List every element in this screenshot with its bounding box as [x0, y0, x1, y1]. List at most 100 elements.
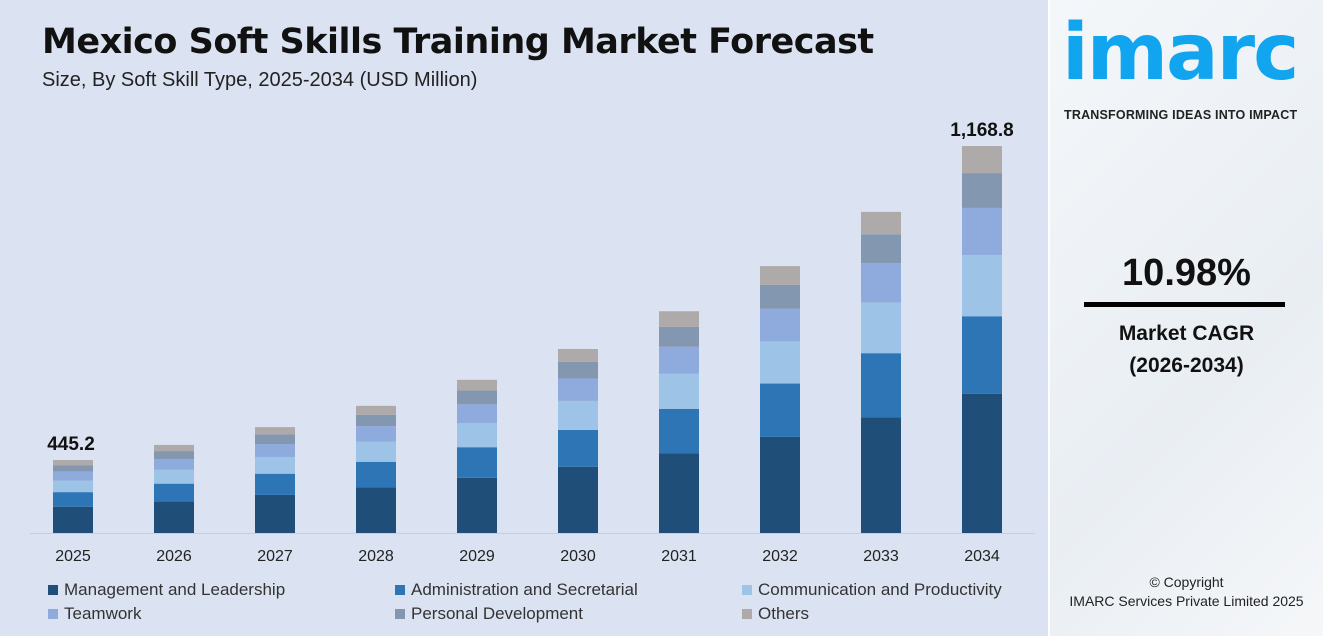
legend-label: Administration and Secretarial — [411, 580, 638, 599]
bar-segment-management-and-leadership-2030 — [558, 466, 598, 533]
bar-segment-administration-and-secretarial-2029 — [457, 447, 497, 478]
x-tick-label: 2025 — [55, 548, 91, 565]
legend-swatch — [48, 585, 58, 595]
bar-segment-administration-and-secretarial-2031 — [659, 408, 699, 454]
x-tick-label: 2029 — [459, 548, 495, 565]
legend-item: Teamwork — [48, 604, 395, 624]
bar-segment-communication-and-productivity-2028 — [356, 441, 396, 462]
bar-segment-teamwork-2032 — [760, 308, 800, 342]
bar-segment-communication-and-productivity-2026 — [154, 469, 194, 484]
bar-segment-communication-and-productivity-2033 — [861, 302, 901, 354]
bar-segment-administration-and-secretarial-2033 — [861, 353, 901, 418]
bar-segment-others-2032 — [760, 266, 800, 285]
x-tick-label: 2033 — [863, 548, 899, 565]
legend-swatch — [742, 609, 752, 619]
cagr-value: 10.98% — [1122, 252, 1251, 294]
bar-segment-teamwork-2034 — [962, 207, 1002, 256]
bar-segment-management-and-leadership-2033 — [861, 417, 901, 533]
chart-title: Mexico Soft Skills Training Market Forec… — [42, 22, 874, 62]
bar-segment-personal-development-2034 — [962, 173, 1002, 208]
cagr-period: (2026-2034) — [1129, 354, 1244, 377]
legend-item: Personal Development — [395, 604, 742, 624]
bar-segment-others-2025 — [53, 460, 93, 466]
total-label-2034: 1,168.8 — [950, 120, 1013, 141]
legend: Management and Leadership Administration … — [48, 580, 1048, 624]
legend-label: Others — [758, 604, 810, 623]
bar-segment-others-2026 — [154, 444, 194, 452]
bar-segment-others-2031 — [659, 311, 699, 327]
bar-segment-personal-development-2026 — [154, 451, 194, 460]
bar-segment-management-and-leadership-2031 — [659, 453, 699, 533]
bar-segment-personal-development-2028 — [356, 414, 396, 427]
bar-segment-teamwork-2028 — [356, 426, 396, 442]
bar-segment-management-and-leadership-2029 — [457, 477, 497, 533]
bar-segment-teamwork-2031 — [659, 346, 699, 374]
legend-label: Communication and Productivity — [758, 580, 1002, 599]
legend-item: Communication and Productivity — [742, 580, 1042, 600]
bar-segment-others-2034 — [962, 146, 1002, 174]
bar-segment-communication-and-productivity-2030 — [558, 400, 598, 430]
copyright: © Copyright — [1149, 574, 1224, 590]
bar-segment-administration-and-secretarial-2027 — [255, 473, 295, 495]
side-panel: imarc TRANSFORMING IDEAS INTO IMPACT 10.… — [1050, 0, 1323, 636]
bar-segment-personal-development-2029 — [457, 390, 497, 405]
bar-segment-administration-and-secretarial-2028 — [356, 461, 396, 488]
bar-segment-administration-and-secretarial-2025 — [53, 492, 93, 507]
bar-segment-teamwork-2026 — [154, 459, 194, 470]
bar-segment-personal-development-2033 — [861, 234, 901, 264]
bar-segment-others-2033 — [861, 211, 901, 235]
bar-segment-administration-and-secretarial-2026 — [154, 483, 194, 502]
legend-item: Administration and Secretarial — [395, 580, 742, 600]
bar-segment-communication-and-productivity-2031 — [659, 373, 699, 409]
bar-segment-others-2029 — [457, 379, 497, 391]
bar-segment-teamwork-2027 — [255, 444, 295, 457]
x-tick-label: 2031 — [661, 548, 697, 565]
company-name: IMARC Services Private Limited 2025 — [1069, 593, 1304, 609]
bar-segment-administration-and-secretarial-2032 — [760, 383, 800, 437]
bar-segment-teamwork-2030 — [558, 378, 598, 401]
bar-segment-personal-development-2027 — [255, 434, 295, 445]
bar-segment-personal-development-2030 — [558, 361, 598, 379]
stacked-bar-chart: 2025 445.2 2026 2027 2028 2029 2030 2031 2032 203… — [30, 120, 1035, 565]
total-label-2025: 445.2 — [47, 434, 95, 455]
bar-segment-teamwork-2033 — [861, 263, 901, 303]
bar-segment-communication-and-productivity-2029 — [457, 423, 497, 448]
cagr-divider — [1084, 302, 1285, 307]
x-tick-label: 2030 — [560, 548, 596, 565]
x-tick-label: 2028 — [358, 548, 394, 565]
bar-segment-communication-and-productivity-2032 — [760, 341, 800, 384]
bar-segment-communication-and-productivity-2025 — [53, 480, 93, 493]
bar-segment-communication-and-productivity-2027 — [255, 456, 295, 474]
chart-subtitle: Size, By Soft Skill Type, 2025-2034 (USD… — [42, 69, 478, 91]
legend-item: Management and Leadership — [48, 580, 395, 600]
legend-label: Personal Development — [411, 604, 583, 623]
bar-segment-teamwork-2029 — [457, 404, 497, 424]
bar-segment-management-and-leadership-2026 — [154, 501, 194, 533]
x-tick-label: 2032 — [762, 548, 798, 565]
imarc-logo: imarc — [1062, 8, 1299, 98]
bar-segment-others-2027 — [255, 427, 295, 435]
x-tick-label: 2034 — [964, 548, 1000, 565]
legend-label: Management and Leadership — [64, 580, 286, 599]
bar-segment-others-2028 — [356, 405, 396, 415]
bar-segment-administration-and-secretarial-2030 — [558, 429, 598, 467]
bar-segment-personal-development-2025 — [53, 465, 93, 472]
legend-item: Others — [742, 604, 1042, 624]
bar-segment-others-2030 — [558, 349, 598, 362]
cagr-label: Market CAGR — [1118, 322, 1255, 345]
bar-segment-management-and-leadership-2025 — [53, 506, 93, 533]
legend-label: Teamwork — [64, 604, 142, 623]
legend-swatch — [395, 609, 405, 619]
x-tick-label: 2026 — [156, 548, 192, 565]
chart-area: Mexico Soft Skills Training Market Forec… — [0, 0, 1048, 636]
bar-segment-management-and-leadership-2028 — [356, 487, 396, 533]
bar-segment-personal-development-2031 — [659, 326, 699, 347]
bar-segment-management-and-leadership-2027 — [255, 494, 295, 533]
bar-segment-teamwork-2025 — [53, 471, 93, 481]
x-tick-label: 2027 — [257, 548, 293, 565]
legend-swatch — [742, 585, 752, 595]
bar-segment-management-and-leadership-2032 — [760, 436, 800, 533]
legend-swatch — [395, 585, 405, 595]
bar-segment-communication-and-productivity-2034 — [962, 255, 1002, 317]
bar-segment-management-and-leadership-2034 — [962, 393, 1002, 533]
